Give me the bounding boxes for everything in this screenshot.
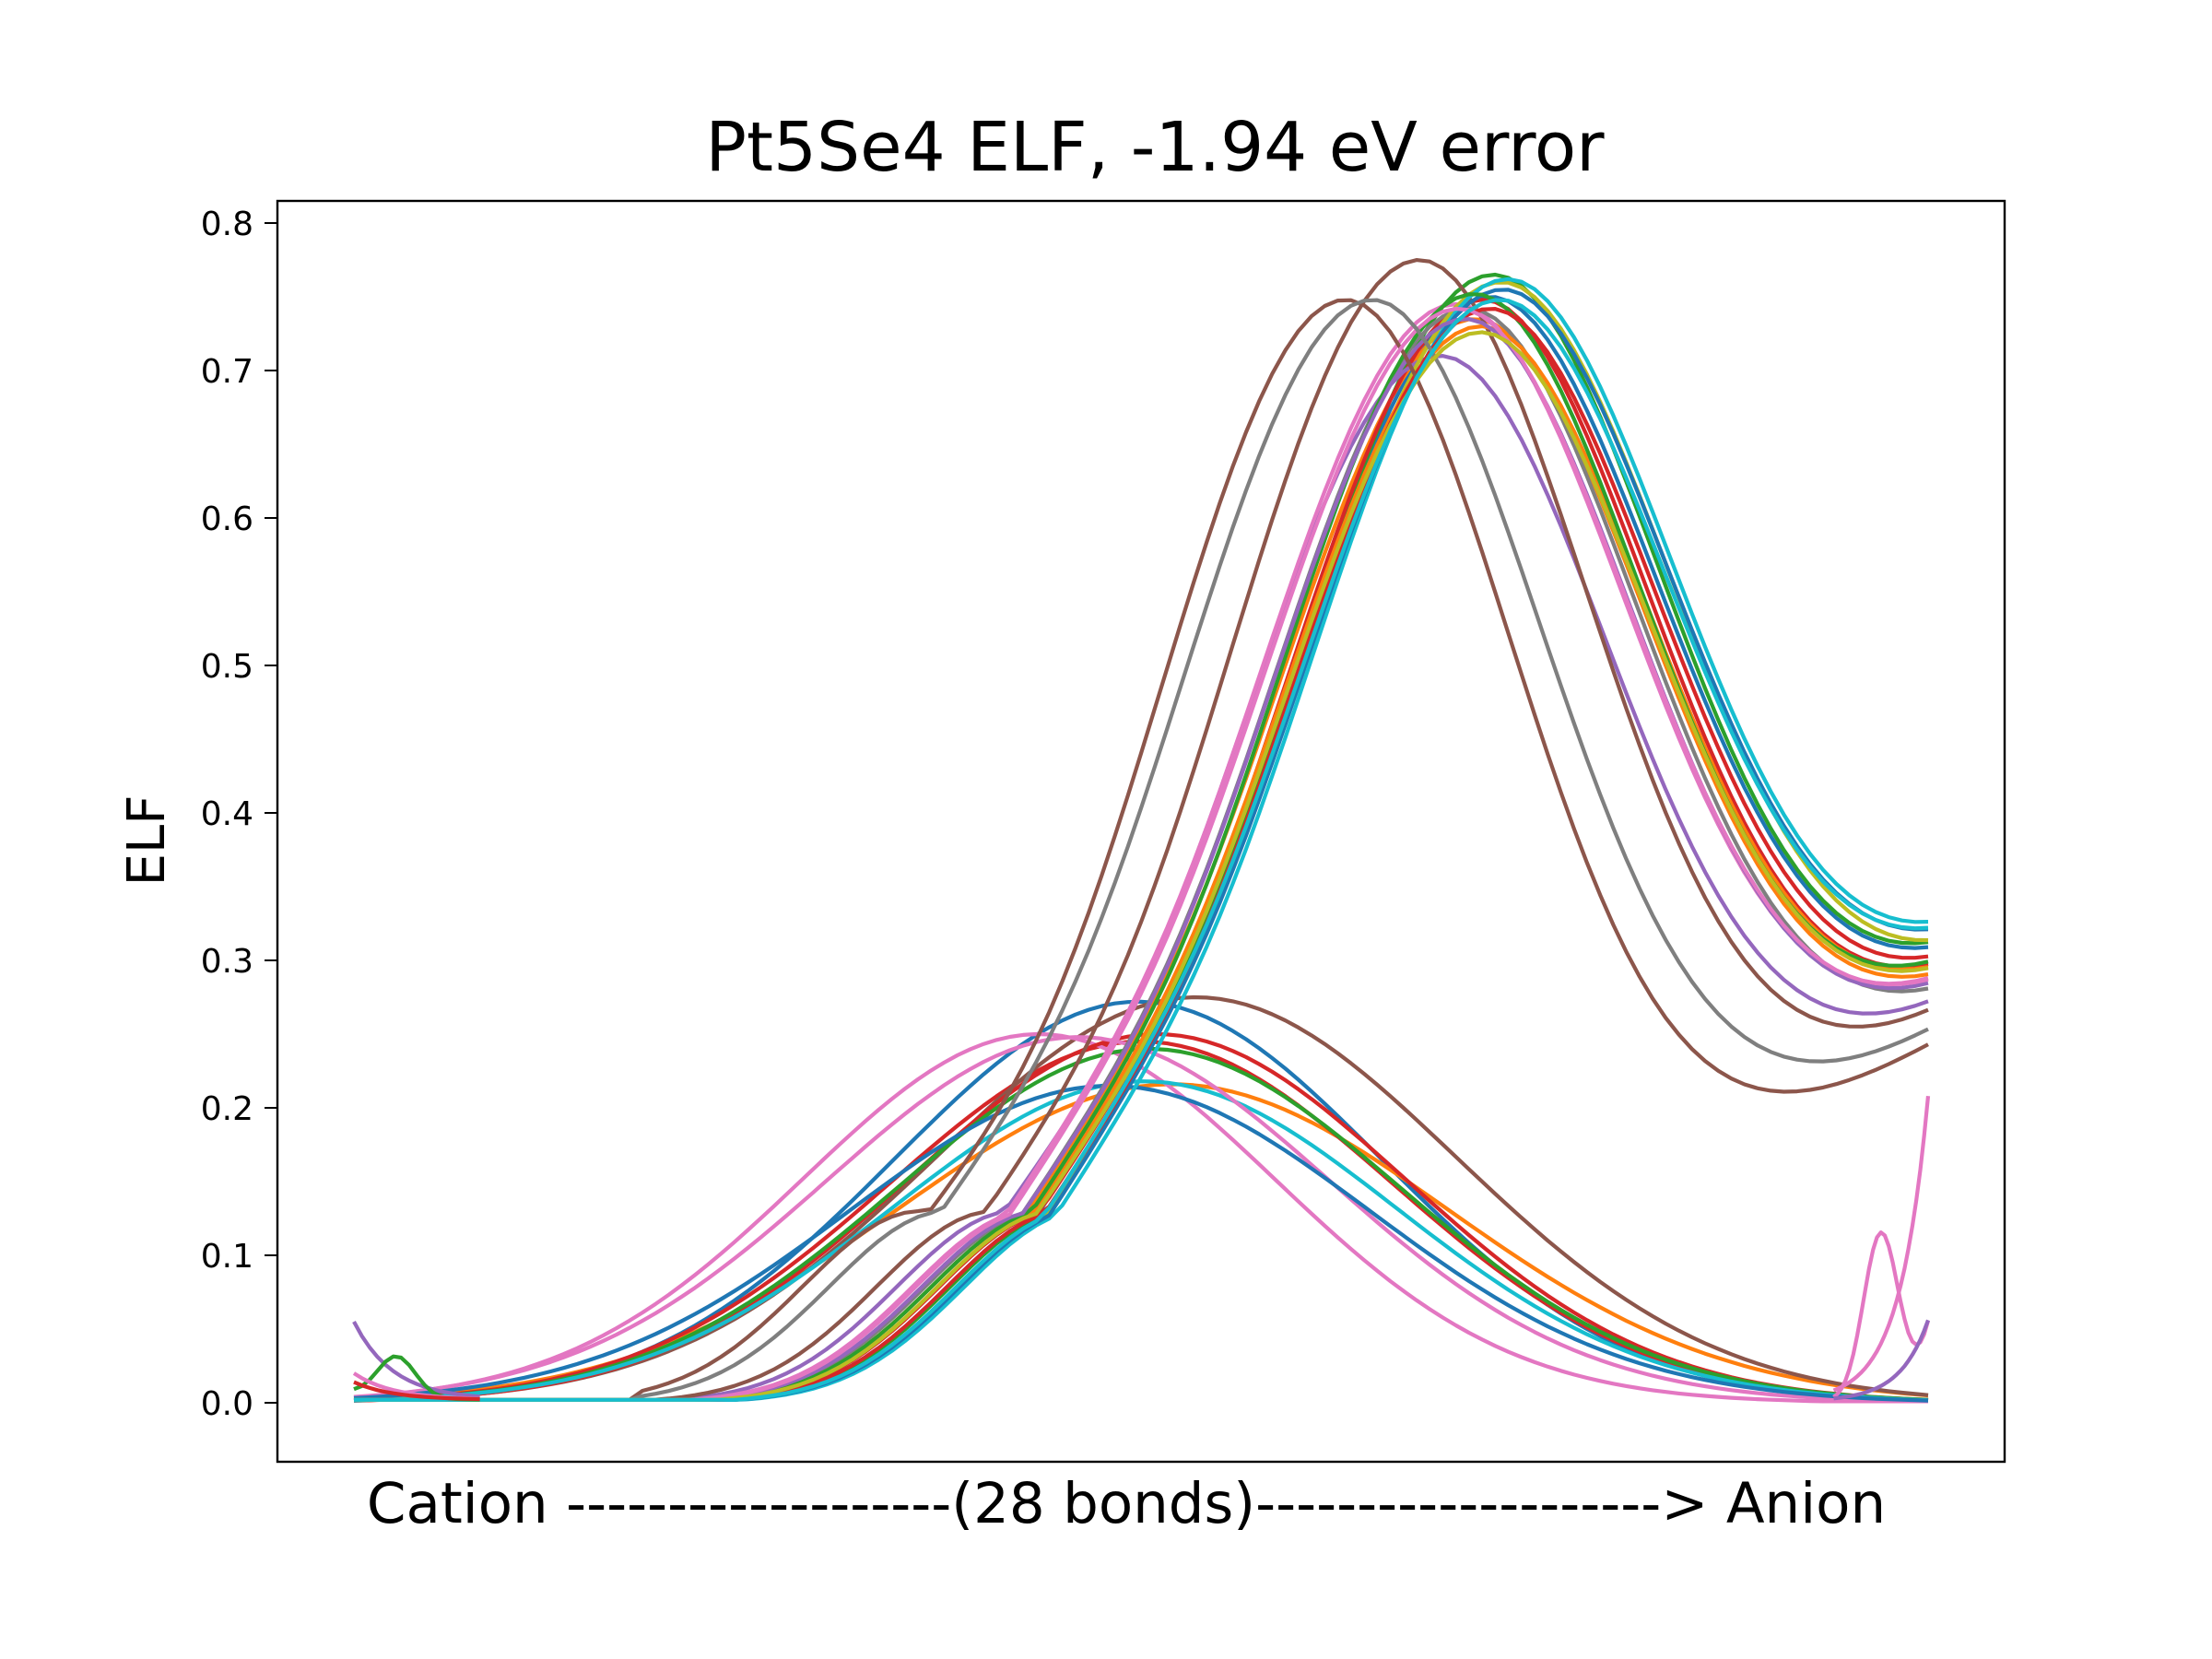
chart-title: Pt5Se4 ELF, -1.94 eV error [705,108,1605,187]
series-edge-end [1833,1319,1930,1401]
y-tick-label: 0.1 [201,1238,253,1276]
y-tick-label: 0.6 [201,500,253,538]
x-axis-label: Cation -------------------(28 bonds)----… [367,1471,1886,1536]
series-layer [352,258,1931,1404]
plot-area [276,199,2006,1464]
series-line-high [354,298,1929,1402]
series-edge-end [1832,1230,1931,1399]
y-tick-label: 0.5 [201,648,253,686]
y-axis-label: ELF [117,795,177,887]
y-tick-label: 0.0 [201,1385,253,1423]
y-tick-label: 0.3 [201,943,253,981]
series-edge-start [352,1320,480,1399]
y-tick-label: 0.4 [201,795,253,833]
y-tick-label: 0.8 [201,206,253,243]
series-line-low [353,1079,1929,1403]
y-tick-label: 0.2 [201,1090,253,1128]
y-tick-label: 0.7 [201,353,253,391]
series-edge-start [353,1380,480,1402]
series-line-low [353,1084,1929,1403]
y-axis: 0.0 0.1 0.2 0.3 0.4 0.5 0.6 0.7 0.8 [201,206,277,1423]
series-edge-end [1832,1095,1931,1393]
